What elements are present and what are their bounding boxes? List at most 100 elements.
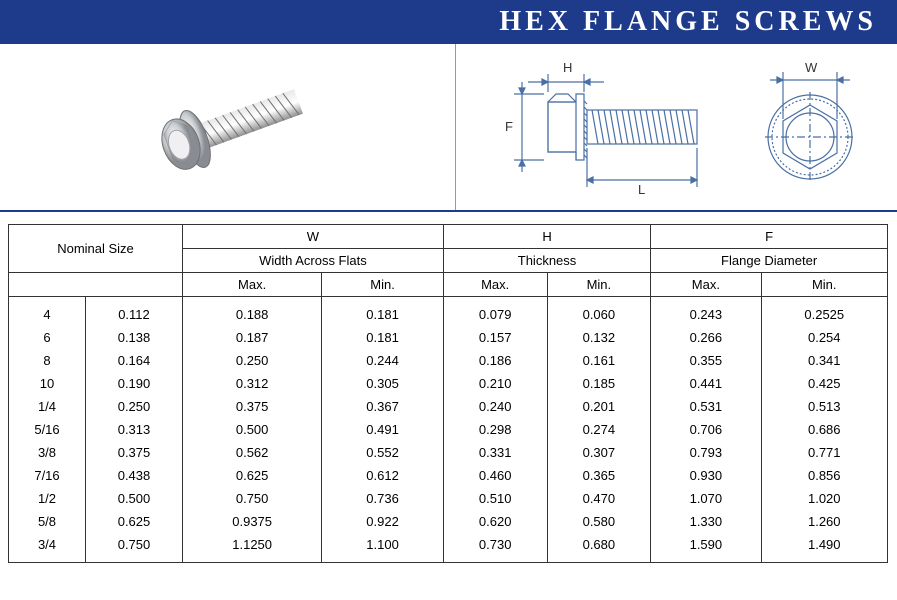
- table-cell: 0.625: [183, 464, 322, 487]
- table-cell: 0.2525: [761, 297, 887, 327]
- table-cell: 0.243: [651, 297, 761, 327]
- table-cell: 0.210: [443, 372, 547, 395]
- page-title: HEX FLANGE SCREWS: [0, 0, 897, 44]
- table-cell: 0.9375: [183, 510, 322, 533]
- table-row: 1/40.2500.3750.3670.2400.2010.5310.513: [9, 395, 888, 418]
- screw-photo-icon: [127, 42, 328, 213]
- table-row: 40.1120.1880.1810.0790.0600.2430.2525: [9, 297, 888, 327]
- table-cell: 0.266: [651, 326, 761, 349]
- table-row: 5/160.3130.5000.4910.2980.2740.7060.686: [9, 418, 888, 441]
- col-w-min: Min.: [322, 273, 444, 297]
- table-cell: 0.922: [322, 510, 444, 533]
- table-row: 80.1640.2500.2440.1860.1610.3550.341: [9, 349, 888, 372]
- table-cell: 0.244: [322, 349, 444, 372]
- table-cell: 0.331: [443, 441, 547, 464]
- table-row: 5/80.6250.93750.9220.6200.5801.3301.260: [9, 510, 888, 533]
- product-photo-cell: [0, 44, 455, 210]
- table-cell: 0.112: [86, 297, 183, 327]
- table-cell: 4: [9, 297, 86, 327]
- col-f-max: Max.: [651, 273, 761, 297]
- table-cell: 0.201: [547, 395, 651, 418]
- table-row: 3/80.3750.5620.5520.3310.3070.7930.771: [9, 441, 888, 464]
- table-cell: 0.491: [322, 418, 444, 441]
- col-nominal-blank: [9, 273, 183, 297]
- table-cell: 1.490: [761, 533, 887, 563]
- table-cell: 0.562: [183, 441, 322, 464]
- label-w: W: [805, 60, 818, 75]
- table-cell: 0.341: [761, 349, 887, 372]
- table-cell: 0.190: [86, 372, 183, 395]
- header-images: H F L W: [0, 44, 897, 212]
- table-cell: 0.312: [183, 372, 322, 395]
- table-cell: 0.500: [86, 487, 183, 510]
- table-cell: 1/4: [9, 395, 86, 418]
- label-l: L: [638, 182, 645, 197]
- table-row: 100.1900.3120.3050.2100.1850.4410.425: [9, 372, 888, 395]
- table-body: 40.1120.1880.1810.0790.0600.2430.252560.…: [9, 297, 888, 563]
- table-cell: 0.060: [547, 297, 651, 327]
- table-cell: 0.500: [183, 418, 322, 441]
- table-cell: 0.580: [547, 510, 651, 533]
- table-cell: 0.510: [443, 487, 547, 510]
- table-cell: 0.355: [651, 349, 761, 372]
- table-cell: 0.375: [183, 395, 322, 418]
- table-cell: 0.181: [322, 297, 444, 327]
- table-cell: 0.470: [547, 487, 651, 510]
- table-cell: 0.375: [86, 441, 183, 464]
- table-cell: 0.187: [183, 326, 322, 349]
- label-h: H: [563, 60, 572, 75]
- table-row: 60.1380.1870.1810.1570.1320.2660.254: [9, 326, 888, 349]
- table-cell: 1.020: [761, 487, 887, 510]
- side-diagram-icon: H F L: [478, 52, 718, 202]
- table-cell: 1.070: [651, 487, 761, 510]
- title-text: HEX FLANGE SCREWS: [499, 6, 877, 37]
- table-cell: 1.590: [651, 533, 761, 563]
- table-cell: 1.330: [651, 510, 761, 533]
- col-f-min: Min.: [761, 273, 887, 297]
- table-cell: 1/2: [9, 487, 86, 510]
- col-w: W: [183, 225, 444, 249]
- table-cell: 0.552: [322, 441, 444, 464]
- table-cell: 0.157: [443, 326, 547, 349]
- table-cell: 0.425: [761, 372, 887, 395]
- col-nominal: Nominal Size: [9, 225, 183, 273]
- table-cell: 0.625: [86, 510, 183, 533]
- top-diagram-icon: W: [745, 52, 875, 202]
- table-cell: 0.612: [322, 464, 444, 487]
- spec-table: Nominal Size W H F Width Across Flats Th…: [8, 224, 888, 563]
- col-h-max: Max.: [443, 273, 547, 297]
- table-cell: 0.367: [322, 395, 444, 418]
- table-cell: 0.254: [761, 326, 887, 349]
- table-cell: 1.260: [761, 510, 887, 533]
- table-cell: 0.186: [443, 349, 547, 372]
- col-w-max: Max.: [183, 273, 322, 297]
- table-cell: 3/8: [9, 441, 86, 464]
- table-cell: 0.161: [547, 349, 651, 372]
- table-cell: 0.365: [547, 464, 651, 487]
- table-cell: 0.441: [651, 372, 761, 395]
- table-cell: 0.240: [443, 395, 547, 418]
- table-row: 1/20.5000.7500.7360.5100.4701.0701.020: [9, 487, 888, 510]
- table-cell: 0.188: [183, 297, 322, 327]
- table-cell: 0.750: [86, 533, 183, 563]
- table-cell: 0.298: [443, 418, 547, 441]
- table-cell: 0.079: [443, 297, 547, 327]
- table-cell: 0.250: [86, 395, 183, 418]
- table-cell: 1.1250: [183, 533, 322, 563]
- table-cell: 7/16: [9, 464, 86, 487]
- col-w-sub: Width Across Flats: [183, 249, 444, 273]
- table-cell: 0.706: [651, 418, 761, 441]
- label-f: F: [505, 119, 513, 134]
- table-cell: 0.132: [547, 326, 651, 349]
- table-cell: 10: [9, 372, 86, 395]
- table-cell: 1.100: [322, 533, 444, 563]
- table-cell: 0.181: [322, 326, 444, 349]
- table-cell: 0.620: [443, 510, 547, 533]
- col-h: H: [443, 225, 650, 249]
- col-h-sub: Thickness: [443, 249, 650, 273]
- table-cell: 0.856: [761, 464, 887, 487]
- table-row: 3/40.7501.12501.1000.7300.6801.5901.490: [9, 533, 888, 563]
- table-cell: 0.730: [443, 533, 547, 563]
- table-cell: 0.736: [322, 487, 444, 510]
- col-f-sub: Flange Diameter: [651, 249, 888, 273]
